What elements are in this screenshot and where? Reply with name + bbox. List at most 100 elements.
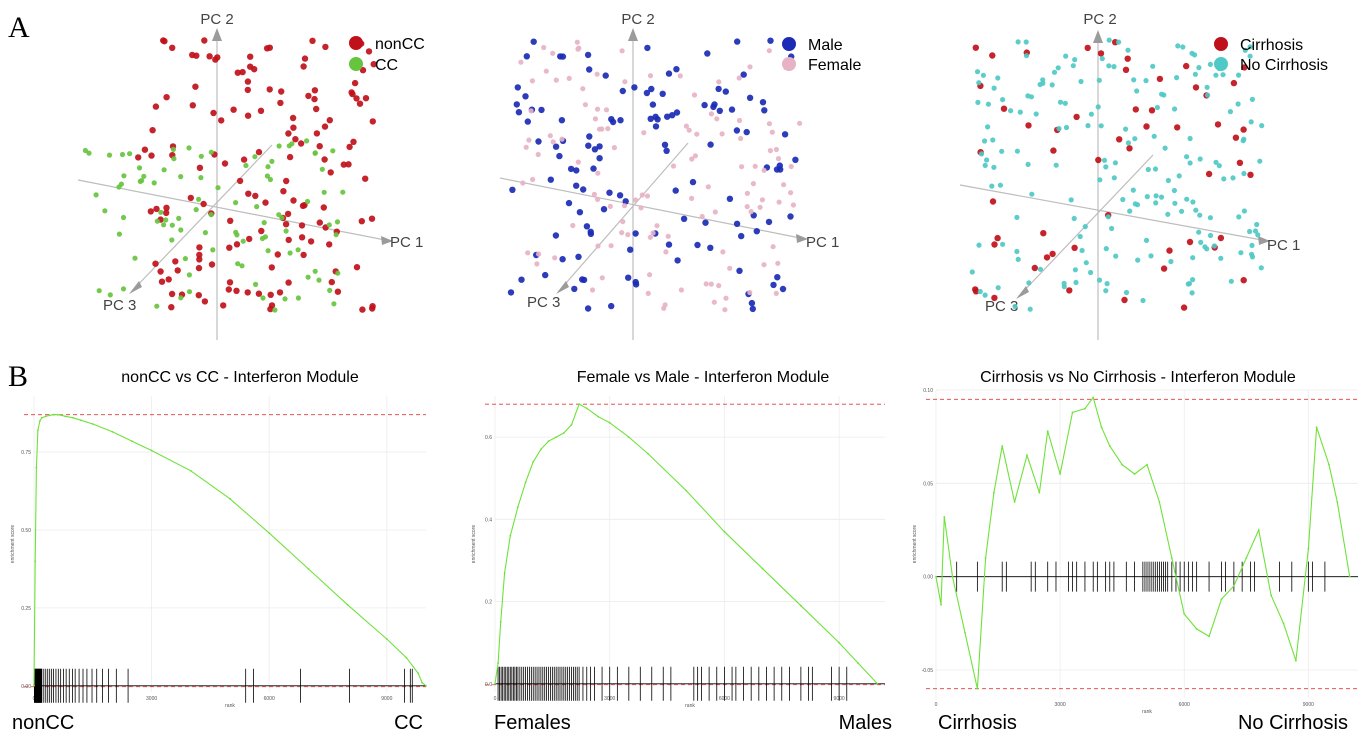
es-point [761, 567, 764, 570]
es-point [307, 568, 310, 570]
data-point [1227, 109, 1233, 115]
pc1-arrowhead [381, 236, 393, 245]
data-point [322, 43, 329, 51]
data-point [1051, 69, 1058, 75]
data-point [1121, 296, 1128, 304]
data-point [1180, 44, 1186, 50]
data-point [674, 257, 681, 264]
data-point [985, 101, 992, 107]
data-point [669, 112, 676, 119]
pca-plot-noncc-cc: PC 2 PC 1 PC 3 [77, 11, 423, 340]
es-point [1158, 501, 1161, 503]
data-point [331, 301, 337, 307]
data-point [263, 45, 271, 52]
pc1-arrowhead [1258, 236, 1270, 245]
data-point [356, 100, 364, 107]
data-point [346, 143, 353, 151]
data-point [297, 140, 305, 147]
data-point [748, 209, 754, 215]
data-point [1193, 207, 1199, 213]
data-point [1000, 97, 1006, 103]
data-point [141, 146, 149, 153]
data-point [252, 192, 259, 200]
series-no-cirrhosis [969, 37, 1265, 312]
data-point [989, 183, 995, 189]
data-point [664, 113, 671, 120]
data-point [1050, 147, 1057, 154]
data-point [1166, 247, 1173, 254]
data-point [997, 182, 1004, 188]
data-point [312, 268, 318, 274]
data-point [759, 197, 766, 203]
pc3-arrowhead [1016, 286, 1029, 299]
data-point [608, 243, 614, 249]
data-point [1148, 107, 1156, 114]
y-axis-title: enrichment score [912, 525, 918, 564]
data-point [239, 68, 246, 76]
data-point [1190, 277, 1196, 283]
data-point [326, 241, 333, 248]
data-point [1241, 136, 1247, 142]
es-point [585, 407, 588, 410]
data-point [576, 209, 584, 216]
data-point [1056, 126, 1062, 132]
es-point [499, 621, 502, 623]
data-point [1184, 196, 1190, 202]
data-point [743, 128, 750, 136]
es-point [72, 416, 75, 419]
data-point [174, 267, 181, 274]
series-female [518, 39, 803, 313]
data-point [1053, 162, 1059, 168]
data-point [1190, 199, 1196, 205]
es-curve [494, 403, 878, 685]
data-point [158, 278, 166, 285]
es-point [1257, 529, 1260, 531]
data-point [592, 116, 599, 122]
data-point [1014, 214, 1020, 220]
data-point [195, 292, 202, 299]
data-point [1111, 64, 1117, 70]
data-point [1187, 160, 1193, 166]
data-point [1082, 224, 1088, 230]
data-point [1062, 100, 1068, 106]
data-point [648, 85, 655, 93]
data-point [1197, 156, 1203, 162]
data-point [770, 244, 776, 250]
data-point [1153, 200, 1159, 206]
data-point [120, 214, 127, 221]
data-point [326, 117, 333, 124]
data-point [141, 173, 147, 179]
legend-sex: Male Female [782, 37, 861, 74]
data-point [1216, 163, 1222, 169]
data-point [619, 87, 626, 95]
data-point [513, 101, 520, 108]
data-point [132, 255, 138, 261]
data-point [584, 305, 592, 312]
data-point [547, 133, 553, 139]
data-point [365, 48, 373, 55]
data-point [1207, 61, 1213, 67]
panel-label-a: A [8, 11, 30, 44]
data-point [196, 244, 203, 251]
data-point [1072, 267, 1078, 273]
data-point [1162, 145, 1168, 151]
data-point [991, 85, 997, 91]
data-point [600, 206, 608, 213]
data-point [1240, 126, 1247, 133]
data-point [274, 251, 281, 258]
data-point [359, 67, 367, 74]
data-point [304, 138, 310, 144]
data-point [340, 189, 346, 195]
data-point [1012, 303, 1018, 310]
data-point [154, 303, 160, 309]
data-point [262, 199, 269, 206]
data-point [196, 256, 203, 263]
data-point [152, 260, 159, 267]
data-point [605, 126, 611, 132]
es-point [857, 662, 860, 665]
data-point [625, 232, 631, 238]
data-point [1172, 106, 1178, 112]
data-point [747, 289, 753, 296]
es-point [405, 656, 408, 659]
data-point [370, 60, 377, 68]
